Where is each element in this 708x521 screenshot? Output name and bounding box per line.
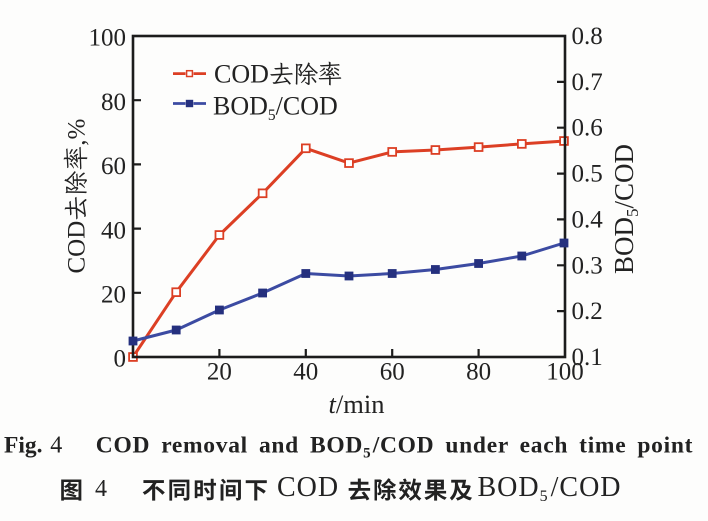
svg-text:COD: COD <box>214 60 269 89</box>
svg-text:BOD5/COD: BOD5/COD <box>213 91 338 124</box>
svg-text:40: 40 <box>101 217 126 244</box>
svg-text:40: 40 <box>293 359 318 386</box>
svg-text:0.2: 0.2 <box>572 298 603 325</box>
svg-text:20: 20 <box>101 282 126 309</box>
svg-text:20: 20 <box>207 359 232 386</box>
svg-text:0.4: 0.4 <box>572 206 604 233</box>
svg-text:100: 100 <box>546 359 584 386</box>
svg-text:COD: COD <box>277 472 339 503</box>
svg-text:0.5: 0.5 <box>572 161 603 188</box>
svg-text:80: 80 <box>101 89 126 116</box>
svg-text:0.3: 0.3 <box>572 252 603 279</box>
svg-text:,%: ,% <box>64 119 91 146</box>
svg-text:0.1: 0.1 <box>572 344 603 371</box>
svg-text:Fig.: Fig. <box>4 433 43 459</box>
svg-text:0.6: 0.6 <box>572 115 603 142</box>
svg-text:0.7: 0.7 <box>572 69 603 96</box>
svg-text:60: 60 <box>101 153 126 180</box>
svg-text:BOD5/COD: BOD5/COD <box>609 144 642 274</box>
svg-text:COD: COD <box>64 221 91 274</box>
svg-text:60: 60 <box>380 359 405 386</box>
svg-text:COD removal and BOD5/COD under: COD removal and BOD5/COD under each time… <box>96 433 693 462</box>
svg-text:4: 4 <box>50 433 62 459</box>
svg-text:t/min: t/min <box>329 389 385 419</box>
svg-text:80: 80 <box>466 359 491 386</box>
svg-text:0: 0 <box>114 346 127 373</box>
svg-text:0.8: 0.8 <box>572 23 603 50</box>
svg-text:100: 100 <box>89 25 127 52</box>
svg-text:4: 4 <box>95 476 107 502</box>
